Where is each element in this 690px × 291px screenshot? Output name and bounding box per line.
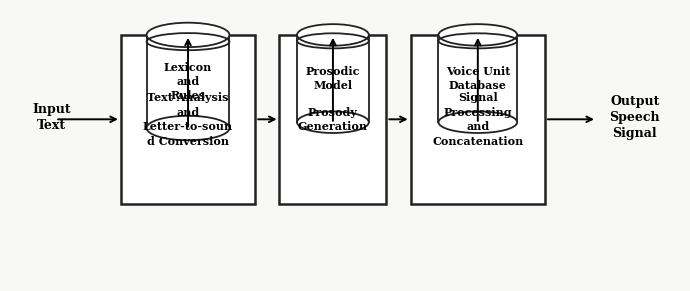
FancyBboxPatch shape	[121, 35, 255, 204]
Polygon shape	[147, 35, 229, 128]
Ellipse shape	[439, 111, 518, 133]
Text: Text Analysis
and
Letter-to-soun
d Conversion: Text Analysis and Letter-to-soun d Conve…	[143, 92, 233, 147]
Ellipse shape	[297, 24, 368, 46]
Text: Lexicon
and
Rules: Lexicon and Rules	[164, 62, 212, 101]
Text: Voice Unit
Database: Voice Unit Database	[446, 66, 510, 91]
Text: Output
Speech
Signal: Output Speech Signal	[609, 95, 660, 140]
Polygon shape	[439, 35, 518, 122]
Polygon shape	[297, 35, 368, 122]
Ellipse shape	[146, 116, 229, 140]
Ellipse shape	[146, 23, 229, 47]
Ellipse shape	[297, 111, 368, 133]
Text: Signal
Processing
and
Concatenation: Signal Processing and Concatenation	[432, 92, 524, 147]
FancyBboxPatch shape	[279, 35, 386, 204]
Text: Input
Text: Input Text	[32, 103, 71, 132]
Text: Prosodic
Model: Prosodic Model	[306, 66, 360, 91]
FancyBboxPatch shape	[411, 35, 545, 204]
Text: Prosody
Generation: Prosody Generation	[298, 107, 368, 132]
Ellipse shape	[439, 24, 518, 46]
